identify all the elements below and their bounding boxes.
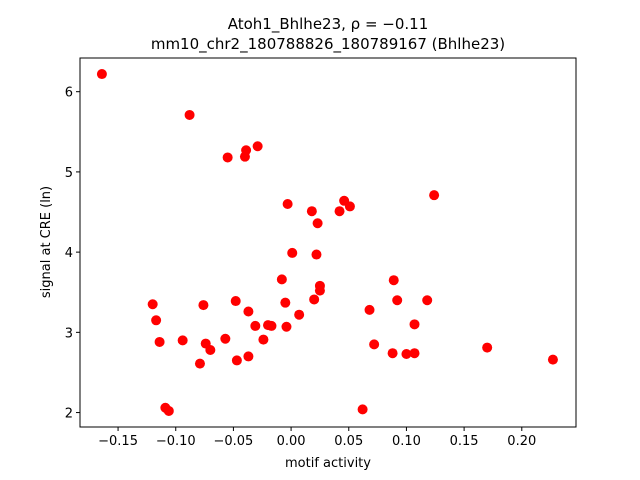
data-point-14: [311, 249, 322, 260]
data-point-18: [314, 285, 325, 296]
x-tick-label: 0.05: [334, 434, 363, 449]
data-point-8: [282, 198, 293, 209]
data-point-41: [482, 342, 493, 353]
x-tick-label: 0.10: [392, 434, 421, 449]
data-point-11: [334, 206, 345, 217]
data-point-28: [294, 309, 305, 320]
data-point-37: [177, 335, 188, 346]
x-tick-label: 0.00: [277, 434, 306, 449]
data-point-16: [388, 275, 399, 286]
data-point-33: [266, 320, 277, 331]
data-point-23: [280, 297, 291, 308]
data-point-20: [392, 295, 403, 306]
data-point-26: [364, 304, 375, 315]
x-axis-label: motif activity: [285, 456, 371, 471]
data-point-46: [243, 351, 254, 362]
data-point-32: [250, 320, 261, 331]
data-point-38: [154, 336, 165, 347]
data-point-49: [194, 358, 205, 369]
chart-title-line2: mm10_chr2_180788826_180789167 (Bhlhe23): [151, 35, 505, 54]
y-tick-label: 3: [65, 326, 73, 341]
data-point-12: [312, 218, 323, 229]
data-point-29: [151, 315, 162, 326]
data-points: [96, 69, 558, 416]
data-point-5: [222, 152, 233, 163]
data-point-22: [230, 296, 241, 307]
data-point-42: [205, 344, 216, 355]
data-point-36: [258, 334, 269, 345]
x-tick-label: 0.20: [507, 434, 536, 449]
data-point-15: [276, 274, 287, 285]
data-point-10: [306, 206, 317, 217]
plot-frame: [79, 57, 577, 428]
x-tick-label: −0.15: [98, 434, 138, 449]
data-point-44: [409, 348, 420, 359]
data-point-47: [547, 354, 558, 365]
data-point-1: [184, 109, 195, 120]
data-point-25: [198, 300, 209, 311]
y-axis-ticks: 2 3 4 5 6: [65, 86, 80, 422]
data-point-35: [220, 333, 231, 344]
y-tick-label: 2: [65, 407, 73, 422]
data-point-24: [147, 299, 158, 310]
chart-title-line1: Atoh1_Bhlhe23, ρ = −0.11: [228, 15, 429, 34]
data-point-27: [243, 306, 254, 317]
y-tick-label: 6: [65, 86, 73, 101]
x-tick-label: −0.05: [213, 434, 253, 449]
data-point-0: [96, 69, 107, 80]
x-tick-label: −0.10: [156, 434, 196, 449]
data-point-43: [387, 348, 398, 359]
data-point-40: [369, 339, 380, 350]
data-point-21: [422, 295, 433, 306]
data-point-51: [357, 404, 368, 415]
y-tick-label: 4: [65, 246, 73, 261]
data-point-4: [239, 151, 250, 162]
data-point-52: [163, 405, 174, 416]
x-tick-label: 0.15: [450, 434, 479, 449]
x-axis-ticks: −0.15 −0.10 −0.05 0.00 0.05 0.10 0.15 0.20: [98, 427, 536, 449]
y-tick-label: 5: [65, 166, 73, 181]
data-point-48: [231, 355, 242, 366]
data-point-2: [252, 141, 263, 152]
data-point-34: [281, 321, 292, 332]
data-point-30: [409, 319, 420, 330]
y-axis-label: signal at CRE (ln): [39, 186, 54, 298]
data-point-13: [287, 247, 298, 258]
data-point-19: [309, 294, 320, 305]
data-point-9: [344, 201, 355, 212]
data-point-6: [429, 190, 440, 201]
data-point-45: [401, 349, 412, 360]
